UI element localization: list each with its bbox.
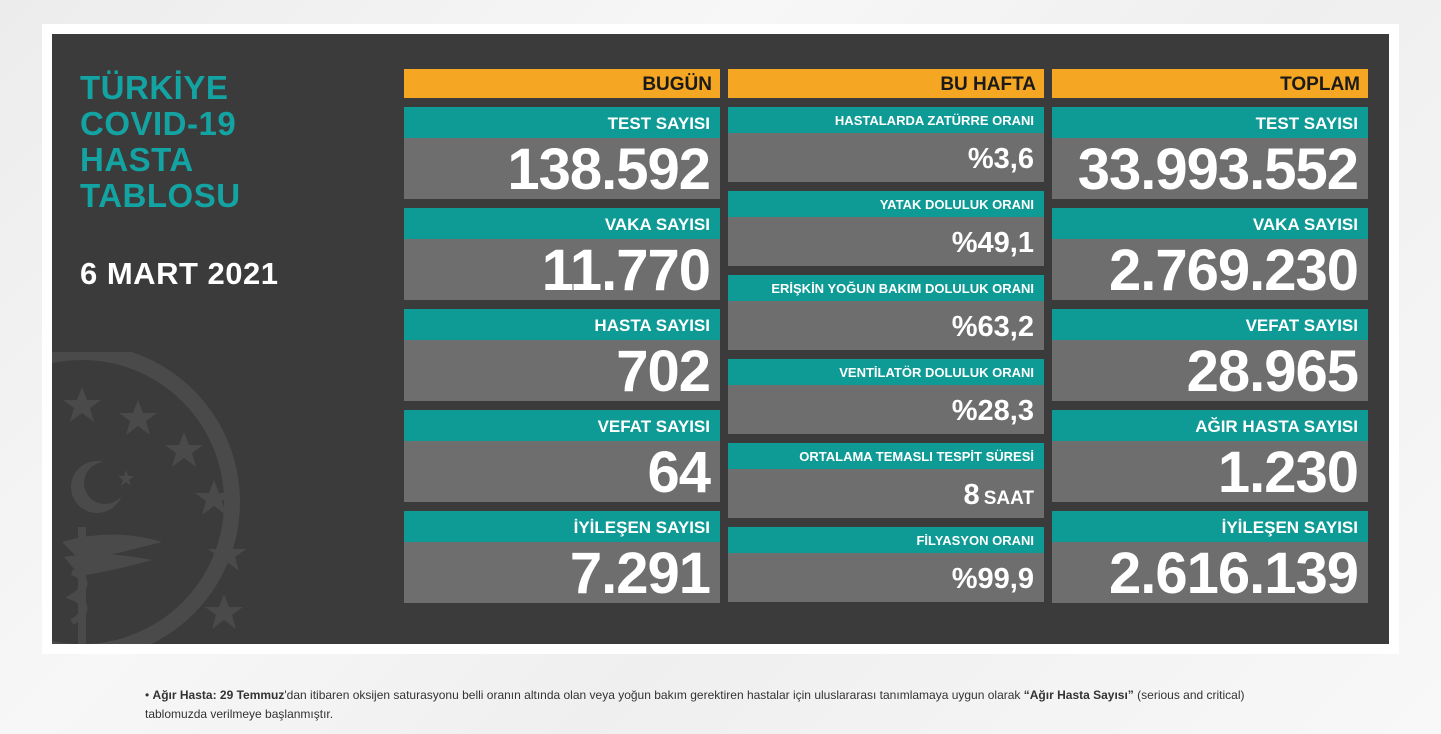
card-value: %99,9 (728, 553, 1044, 602)
report-date: 6 MART 2021 (80, 256, 279, 291)
card-value: 702 (404, 340, 720, 404)
title-line: TABLOSU (80, 177, 241, 214)
value-number: 8 (963, 479, 980, 511)
today-recovered-card: İYİLEŞEN SAYISI 7.291 (404, 511, 720, 606)
week-bed-card: YATAK DOLULUK ORANI %49,1 (728, 191, 1044, 266)
card-label: VAKA SAYISI (1052, 208, 1368, 239)
card-value: 64 (404, 441, 720, 505)
footnote-text: 'dan itibaren oksijen saturasyonu belli … (284, 688, 1024, 702)
card-value: %28,3 (728, 385, 1044, 434)
total-death-card: VEFAT SAYISI 28.965 (1052, 309, 1368, 404)
total-column: TOPLAM TEST SAYISI 33.993.552 VAKA SAYIS… (1052, 69, 1368, 606)
value-unit: SAAT (983, 488, 1034, 509)
card-label: VENTİLATÖR DOLULUK ORANI (728, 359, 1044, 385)
footnote-bold-term: Ağır Hasta: (152, 688, 217, 702)
footnote-bullet: • (145, 688, 150, 702)
total-test-card: TEST SAYISI 33.993.552 (1052, 107, 1368, 202)
card-label: HASTA SAYISI (404, 309, 720, 340)
card-label: VEFAT SAYISI (1052, 309, 1368, 340)
card-value: 33.993.552 (1052, 138, 1368, 202)
card-label: TEST SAYISI (1052, 107, 1368, 138)
card-value: 2.616.139 (1052, 542, 1368, 606)
card-value: %49,1 (728, 217, 1044, 266)
footnote-bold-date: 29 Temmuz (219, 688, 285, 702)
today-patient-card: HASTA SAYISI 702 (404, 309, 720, 404)
card-value: 8 SAAT (728, 469, 1044, 518)
today-test-card: TEST SAYISI 138.592 (404, 107, 720, 202)
card-value: %3,6 (728, 133, 1044, 182)
card-value: 28.965 (1052, 340, 1368, 404)
ministry-of-health-emblem-icon (52, 352, 246, 644)
card-label: HASTALARDA ZATÜRRE ORANI (728, 107, 1044, 133)
card-value: 11.770 (404, 239, 720, 303)
week-column: BU HAFTA HASTALARDA ZATÜRRE ORANI %3,6 Y… (728, 69, 1044, 602)
footnote-text-end: (serious and critical) tablomuzda verilm… (145, 688, 1245, 721)
week-pneumonia-card: HASTALARDA ZATÜRRE ORANI %3,6 (728, 107, 1044, 182)
card-label: AĞIR HASTA SAYISI (1052, 410, 1368, 441)
total-header: TOPLAM (1052, 69, 1368, 98)
card-label: VAKA SAYISI (404, 208, 720, 239)
week-filiation-card: FİLYASYON ORANI %99,9 (728, 527, 1044, 602)
total-serious-card: AĞIR HASTA SAYISI 1.230 (1052, 410, 1368, 505)
card-value: 2.769.230 (1052, 239, 1368, 303)
card-value: 7.291 (404, 542, 720, 606)
footnote: • Ağır Hasta: 29 Temmuz'dan itibaren oks… (145, 686, 1305, 724)
page-title: TÜRKİYE COVID-19 HASTA TABLOSU (80, 70, 241, 214)
week-ventilator-card: VENTİLATÖR DOLULUK ORANI %28,3 (728, 359, 1044, 434)
title-line: COVID-19 (80, 105, 237, 142)
week-header: BU HAFTA (728, 69, 1044, 98)
footnote-bold-quote: “Ağır Hasta Sayısı” (1023, 688, 1134, 702)
title-line: TÜRKİYE (80, 69, 229, 106)
covid-table-panel: TÜRKİYE COVID-19 HASTA TABLOSU 6 MART 20… (52, 34, 1389, 644)
card-label: YATAK DOLULUK ORANI (728, 191, 1044, 217)
card-value: 1.230 (1052, 441, 1368, 505)
card-label: FİLYASYON ORANI (728, 527, 1044, 553)
today-header: BUGÜN (404, 69, 720, 98)
week-icu-card: ERİŞKİN YOĞUN BAKIM DOLULUK ORANI %63,2 (728, 275, 1044, 350)
total-case-card: VAKA SAYISI 2.769.230 (1052, 208, 1368, 303)
week-contact-card: ORTALAMA TEMASLI TESPİT SÜRESİ 8 SAAT (728, 443, 1044, 518)
card-label: İYİLEŞEN SAYISI (1052, 511, 1368, 542)
card-label: ERİŞKİN YOĞUN BAKIM DOLULUK ORANI (728, 275, 1044, 301)
card-value: %63,2 (728, 301, 1044, 350)
today-death-card: VEFAT SAYISI 64 (404, 410, 720, 505)
card-value: 138.592 (404, 138, 720, 202)
today-case-card: VAKA SAYISI 11.770 (404, 208, 720, 303)
total-recovered-card: İYİLEŞEN SAYISI 2.616.139 (1052, 511, 1368, 606)
today-column: BUGÜN TEST SAYISI 138.592 VAKA SAYISI 11… (404, 69, 720, 606)
card-label: TEST SAYISI (404, 107, 720, 138)
title-line: HASTA (80, 141, 194, 178)
card-label: VEFAT SAYISI (404, 410, 720, 441)
card-label: ORTALAMA TEMASLI TESPİT SÜRESİ (728, 443, 1044, 469)
card-label: İYİLEŞEN SAYISI (404, 511, 720, 542)
